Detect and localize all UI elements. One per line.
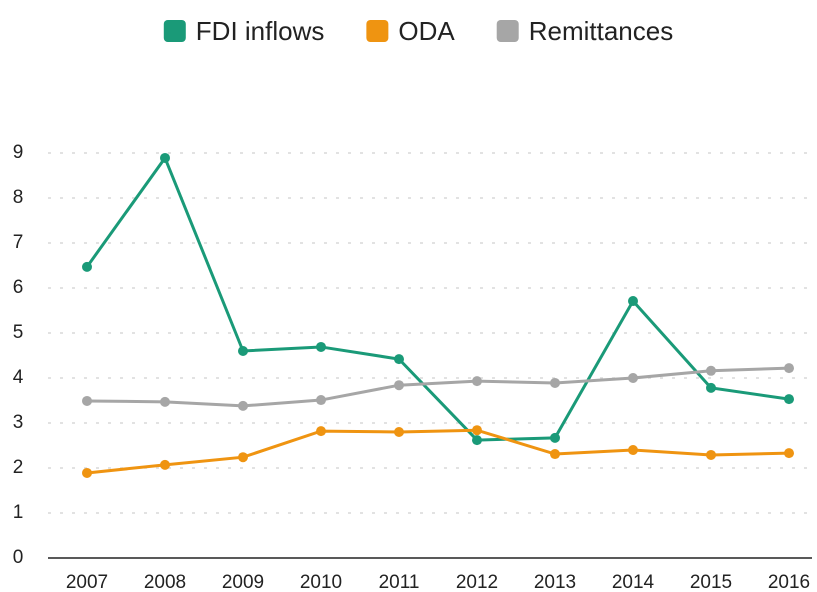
data-point [316, 395, 326, 406]
data-point [238, 346, 248, 356]
data-point [82, 261, 92, 272]
data-point [238, 452, 248, 463]
data-point [238, 400, 248, 411]
data-point [160, 396, 170, 407]
data-point [706, 449, 716, 460]
data-point [394, 354, 404, 365]
legend-item: Remittances [496, 16, 674, 46]
data-point [628, 296, 638, 307]
x-tick-label: 2011 [379, 572, 420, 592]
x-tick-label: 2007 [66, 572, 108, 592]
data-point [472, 376, 482, 387]
x-tick-label: 2016 [768, 572, 810, 592]
legend-swatch [366, 20, 389, 42]
data-point [394, 380, 404, 391]
legend: FDI inflows ODA Remittances [163, 16, 674, 46]
y-tick-label: 3 [13, 412, 24, 433]
y-tick-label: 4 [13, 367, 24, 388]
x-tick-label: 2009 [222, 572, 264, 592]
data-point [82, 467, 92, 478]
x-tick-label: 2010 [300, 572, 342, 592]
data-point [472, 425, 482, 436]
legend-label: FDI inflows [196, 16, 325, 46]
y-tick-label: 1 [13, 502, 24, 523]
y-tick-label: 2 [13, 457, 24, 478]
data-point [784, 448, 794, 459]
y-tick-label: 6 [13, 277, 24, 298]
series-line [85, 154, 790, 442]
data-point [706, 382, 716, 393]
legend-item: FDI inflows [163, 16, 325, 46]
data-point [706, 365, 716, 376]
data-point [628, 373, 638, 383]
y-tick-label: 9 [13, 142, 24, 163]
x-tick-label: 2012 [456, 572, 498, 592]
legend-swatch [163, 20, 186, 42]
data-point [316, 341, 326, 352]
data-point [160, 152, 170, 163]
data-point [784, 363, 794, 374]
data-point [316, 426, 326, 437]
data-point [82, 395, 92, 406]
data-point [394, 427, 404, 437]
y-tick-label: 5 [13, 322, 24, 343]
data-point [550, 377, 560, 388]
data-point [550, 432, 560, 443]
x-tick-label: 2008 [144, 572, 186, 592]
series-line [86, 428, 790, 475]
x-tick-label: 2015 [690, 572, 732, 592]
legend-item: ODA [366, 16, 455, 46]
legend-label: Remittances [529, 16, 674, 46]
data-point [550, 449, 560, 460]
data-point [472, 435, 482, 446]
data-point [160, 459, 170, 470]
y-tick-label: 0 [13, 547, 24, 568]
data-point [784, 394, 794, 405]
legend-swatch [496, 20, 519, 42]
y-tick-label: 7 [13, 232, 24, 253]
series-line [86, 366, 790, 408]
data-point [628, 445, 638, 455]
legend-label: ODA [398, 16, 455, 46]
x-tick-label: 2014 [612, 572, 655, 592]
y-tick-label: 8 [13, 187, 24, 208]
x-tick-label: 2013 [534, 572, 576, 592]
